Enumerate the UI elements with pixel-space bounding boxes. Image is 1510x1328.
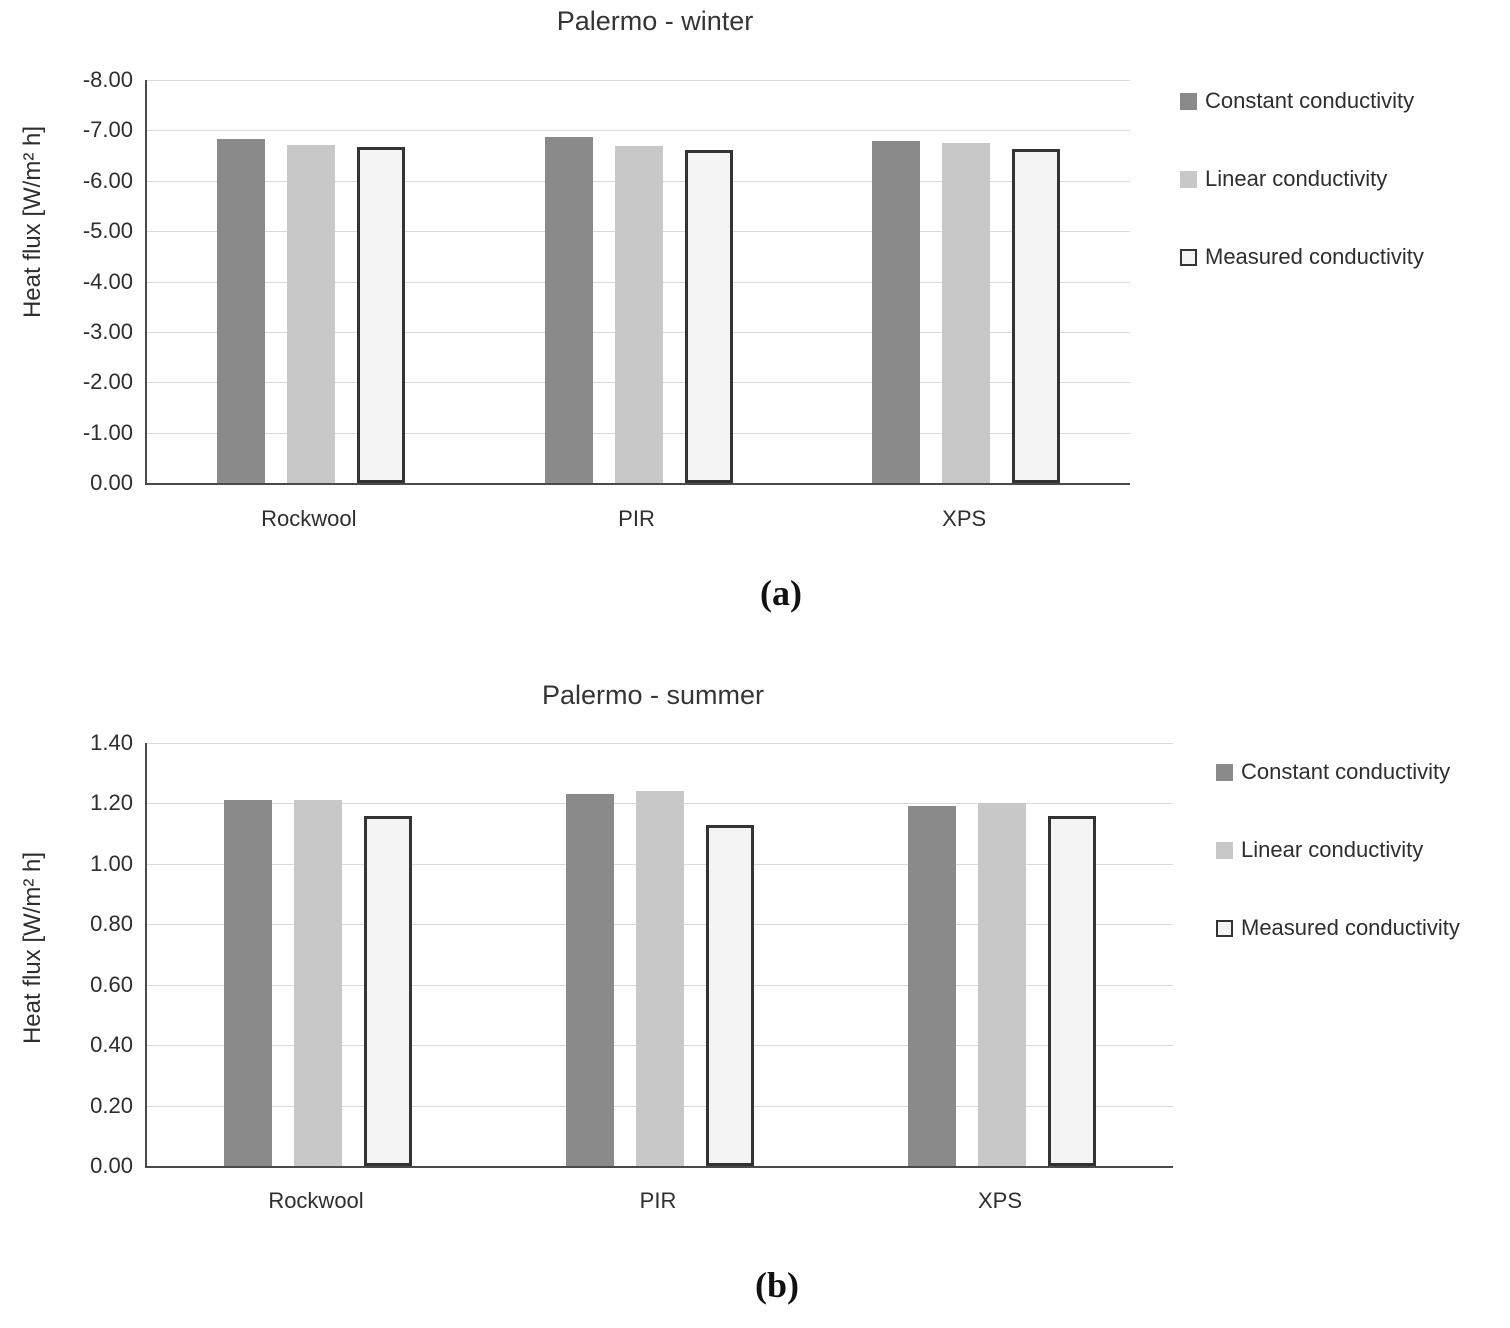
legend-swatch-icon bbox=[1216, 841, 1233, 859]
y-tick-label: 0.40 bbox=[90, 1032, 133, 1058]
bar-rockwool-measured bbox=[356, 147, 405, 483]
bar-rockwool-linear bbox=[294, 800, 342, 1166]
bar-rockwool-constant bbox=[224, 800, 272, 1166]
bar-pir-linear bbox=[636, 791, 684, 1166]
y-tick-label: -7.00 bbox=[82, 117, 133, 143]
y-axis-label: Heat flux [W/m² h] bbox=[19, 851, 46, 1045]
y-tick-label: 0.80 bbox=[90, 911, 133, 937]
gridline bbox=[147, 743, 1173, 744]
legend-swatch-icon bbox=[1216, 763, 1233, 781]
y-tick-label: -6.00 bbox=[82, 167, 133, 193]
legend-item: Measured conductivity bbox=[1216, 915, 1460, 941]
legend-swatch-icon bbox=[1180, 92, 1197, 110]
chart-title: Palermo - summer bbox=[541, 680, 765, 710]
category-label: XPS bbox=[942, 506, 987, 531]
plot-area: 1.40 1.20 1.00 0.80 0.60 0.40 0.20 0.00 bbox=[90, 730, 1173, 1178]
legend-label: Measured conductivity bbox=[1205, 244, 1424, 269]
panel-label-b: (b) bbox=[755, 1265, 799, 1305]
legend-swatch-icon bbox=[1180, 170, 1197, 188]
legend-swatch-icon bbox=[1180, 248, 1197, 266]
y-tick-label: 1.00 bbox=[90, 850, 133, 876]
gridline bbox=[147, 80, 1130, 81]
y-tick-label: -1.00 bbox=[82, 419, 133, 445]
bar-pir-constant bbox=[544, 136, 593, 483]
legend-label: Linear conductivity bbox=[1205, 166, 1388, 191]
y-tick-label: -8.00 bbox=[82, 67, 133, 92]
category-label: PIR bbox=[618, 506, 655, 531]
x-axis-category-labels: Rockwool PIR XPS bbox=[145, 1188, 1173, 1220]
gridline bbox=[147, 130, 1130, 132]
bar-pir-constant bbox=[566, 794, 614, 1166]
legend-label: Linear conductivity bbox=[1241, 837, 1424, 862]
legend-item: Linear conductivity bbox=[1180, 166, 1387, 192]
y-tick-label: 0.00 bbox=[90, 1153, 133, 1178]
legend-item: Constant conductivity bbox=[1216, 759, 1450, 785]
y-tick-label: -4.00 bbox=[82, 268, 133, 294]
category-label: PIR bbox=[639, 1188, 677, 1213]
legend-label: Constant conductivity bbox=[1241, 759, 1451, 784]
y-tick-label: 0.00 bbox=[90, 470, 133, 495]
bar-rockwool-measured bbox=[364, 815, 412, 1166]
bar-pir-measured bbox=[706, 824, 754, 1166]
category-label: XPS bbox=[977, 1188, 1023, 1213]
y-tick-label: 0.60 bbox=[90, 971, 133, 997]
category-label: Rockwool bbox=[268, 1188, 364, 1213]
y-tick-label: -2.00 bbox=[82, 369, 133, 395]
y-tick-label: -5.00 bbox=[82, 218, 133, 244]
bar-xps-measured bbox=[1012, 148, 1061, 483]
bar-rockwool-constant bbox=[216, 138, 265, 483]
bar-rockwool-linear bbox=[286, 144, 335, 483]
legend-item: Constant conductivity bbox=[1180, 88, 1414, 114]
category-label: Rockwool bbox=[261, 506, 357, 531]
y-tick-label: -3.00 bbox=[82, 318, 133, 344]
legend-swatch-icon bbox=[1216, 919, 1233, 937]
bar-pir-linear bbox=[614, 146, 663, 483]
y-tick-label: 1.40 bbox=[90, 730, 133, 755]
bar-xps-constant bbox=[872, 140, 921, 483]
legend-label: Measured conductivity bbox=[1241, 915, 1460, 940]
bar-xps-measured bbox=[1048, 815, 1096, 1166]
x-axis-category-labels: Rockwool PIR XPS bbox=[145, 506, 1130, 538]
legend-item: Linear conductivity bbox=[1216, 837, 1423, 863]
bar-pir-measured bbox=[684, 150, 733, 483]
legend-label: Constant conductivity bbox=[1205, 88, 1415, 113]
y-tick-label: 0.20 bbox=[90, 1092, 133, 1118]
bar-xps-linear bbox=[978, 803, 1026, 1166]
chart-title: Palermo - winter bbox=[556, 6, 754, 36]
bar-xps-linear bbox=[942, 142, 991, 483]
bar-xps-constant bbox=[908, 806, 956, 1166]
legend-item: Measured conductivity bbox=[1180, 244, 1424, 270]
panel-label-a: (a) bbox=[760, 573, 802, 613]
plot-area: -8.00 -7.00 -6.00 -5.00 -4.00 -3.00 -2.00 -1.00… bbox=[83, 67, 1130, 495]
y-tick-label: 1.20 bbox=[90, 790, 133, 816]
